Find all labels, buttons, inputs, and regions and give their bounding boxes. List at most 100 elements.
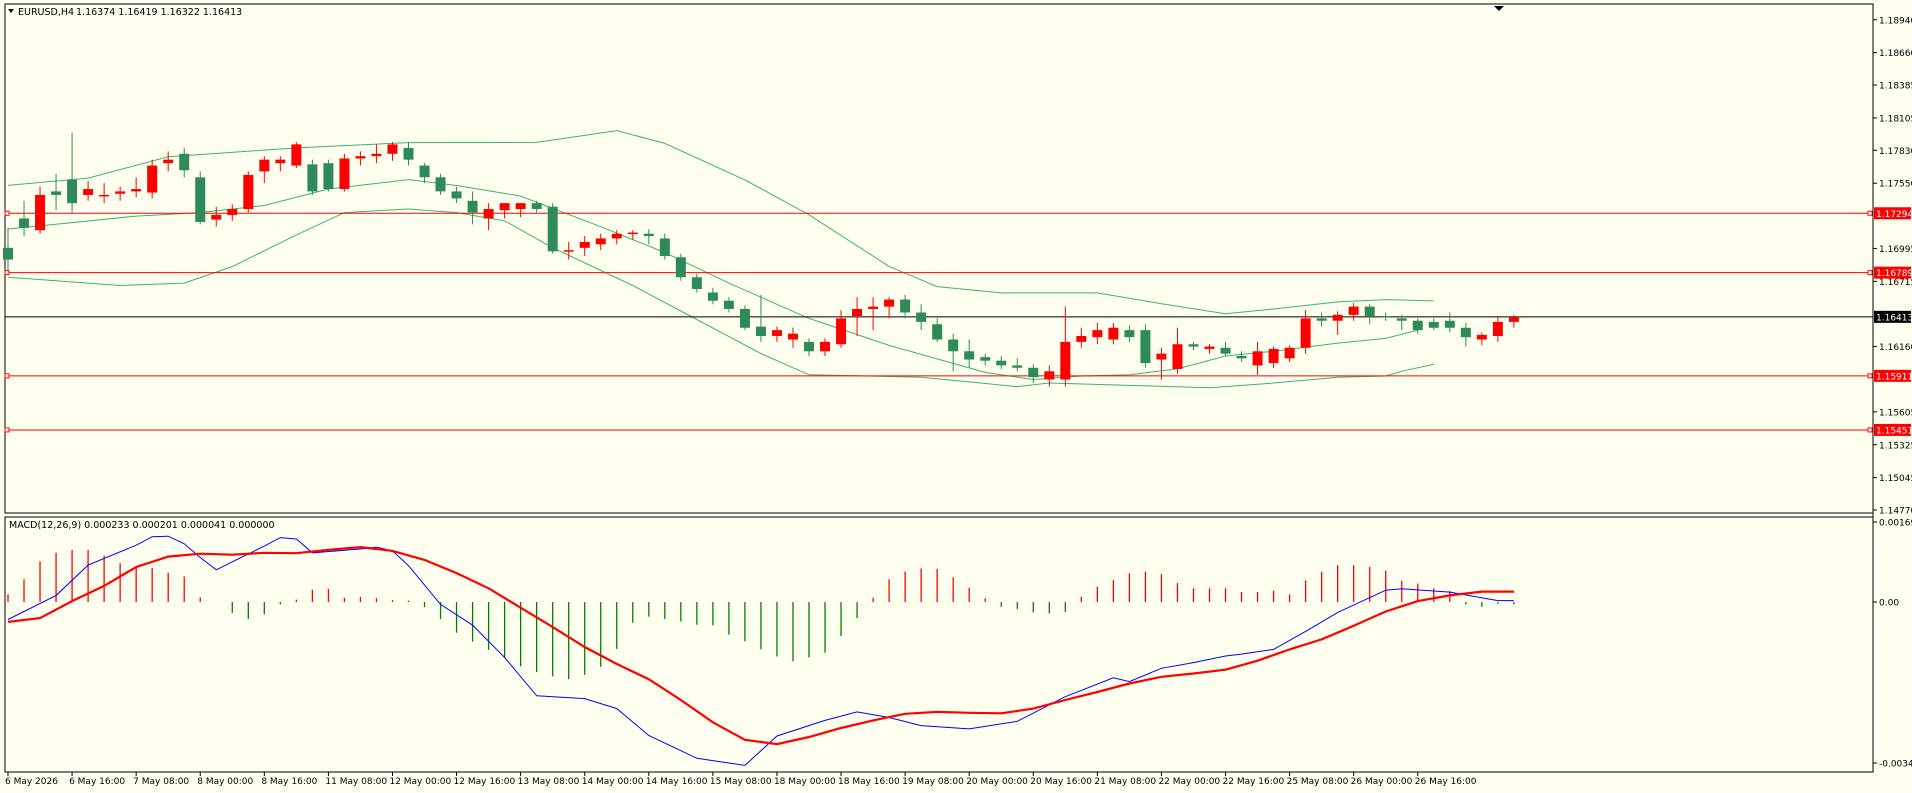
candle: [1076, 327, 1087, 348]
candle-body: [1204, 346, 1215, 349]
candle: [723, 297, 734, 313]
candle-body: [291, 144, 302, 166]
symbol-menu-icon[interactable]: [8, 9, 14, 13]
candle: [1236, 351, 1247, 362]
candle-body: [515, 203, 526, 210]
candle-body: [723, 300, 734, 309]
candle: [1492, 316, 1503, 342]
time-tick-label: 18 May 16:00: [838, 777, 900, 787]
time-tick-label: 14 May 00:00: [582, 777, 644, 787]
candle: [611, 230, 622, 245]
price-tick-label: 1.18940: [1879, 16, 1912, 26]
candle-body: [980, 357, 991, 361]
candle: [115, 186, 126, 201]
candle: [804, 338, 814, 356]
candle-body: [739, 308, 750, 328]
level-price-tag: [1874, 207, 1911, 220]
candle-body: [707, 292, 718, 301]
macd-signal-line: [7, 545, 1514, 746]
candle-body: [275, 159, 286, 164]
level-price-label: 1.15451: [1876, 426, 1912, 436]
candle: [387, 142, 398, 161]
candle-body: [563, 250, 574, 252]
candle: [659, 233, 670, 260]
bollinger-upper: [7, 130, 1434, 315]
candle-body: [1156, 353, 1167, 360]
candle-body: [163, 159, 174, 164]
candle-body: [147, 165, 158, 193]
macd-line: [7, 535, 1514, 766]
candle-body: [1444, 320, 1455, 328]
chart-shift-icon[interactable]: [1494, 6, 1504, 11]
candle-body: [435, 177, 446, 192]
candle-body: [755, 326, 766, 337]
time-tick-label: 18 May 00:00: [774, 777, 836, 787]
candle-body: [1332, 314, 1343, 321]
candle: [771, 326, 782, 342]
candle: [259, 156, 270, 184]
candle-body: [1364, 306, 1375, 317]
level-anchor: [4, 270, 10, 276]
candle-body: [419, 165, 430, 178]
candle-body: [1236, 355, 1247, 359]
candle: [1268, 346, 1279, 368]
candle: [900, 294, 911, 319]
candle-body: [51, 191, 62, 195]
candle: [3, 227, 13, 272]
time-tick-label: 13 May 08:00: [518, 777, 580, 787]
level-anchor: [4, 210, 10, 216]
time-tick-label: 26 May 16:00: [1415, 777, 1477, 787]
candle-body: [323, 163, 334, 190]
candle-body: [611, 233, 622, 239]
price-tick-label: 1.15325: [1879, 441, 1912, 451]
bollinger-lower: [7, 208, 1434, 389]
candle-body: [3, 247, 13, 260]
candle-body: [836, 318, 847, 345]
candle-body: [451, 191, 462, 199]
candle: [884, 297, 895, 319]
candle-body: [1060, 341, 1071, 380]
candle: [275, 156, 286, 172]
level-price-tag: [1874, 266, 1911, 279]
candle-body: [403, 147, 414, 160]
candle-body: [579, 241, 590, 248]
time-tick-label: 22 May 00:00: [1158, 777, 1220, 787]
candle: [51, 173, 62, 211]
level-anchor: [1867, 210, 1873, 216]
price-tick-label: 1.18660: [1879, 49, 1912, 59]
candle: [707, 287, 718, 305]
candle-body: [19, 218, 30, 228]
candle: [131, 177, 142, 198]
candle-body: [371, 153, 382, 157]
candle: [563, 241, 574, 260]
candle-body: [499, 203, 510, 211]
time-tick-label: 12 May 16:00: [454, 777, 516, 787]
time-tick-label: 20 May 00:00: [966, 777, 1028, 787]
candle-body: [211, 214, 222, 220]
candle: [868, 297, 879, 331]
time-tick-label: 15 May 08:00: [710, 777, 772, 787]
price-tick-label: 1.15045: [1879, 474, 1912, 484]
candle: [1348, 303, 1359, 321]
horizontal-levels[interactable]: [4, 210, 1873, 433]
candle: [948, 333, 959, 372]
candle-body: [675, 257, 686, 278]
level-price-label: 1.16789: [1876, 269, 1912, 279]
level-anchor: [4, 373, 10, 379]
price-tick-label: 1.16995: [1879, 245, 1912, 255]
candle-body: [932, 324, 943, 340]
candle: [1380, 312, 1391, 321]
candle: [1316, 312, 1327, 327]
candle-body: [884, 299, 895, 307]
candle: [1012, 358, 1023, 372]
candle-body: [131, 189, 142, 192]
candle-body: [643, 233, 654, 237]
candle: [852, 297, 863, 337]
candle: [1092, 323, 1103, 345]
time-tick-label: 20 May 16:00: [1030, 777, 1092, 787]
level-price-tag: [1874, 369, 1911, 382]
candle: [227, 204, 238, 221]
candle-body: [948, 339, 959, 352]
current-price-label: 1.16413: [1876, 313, 1912, 323]
